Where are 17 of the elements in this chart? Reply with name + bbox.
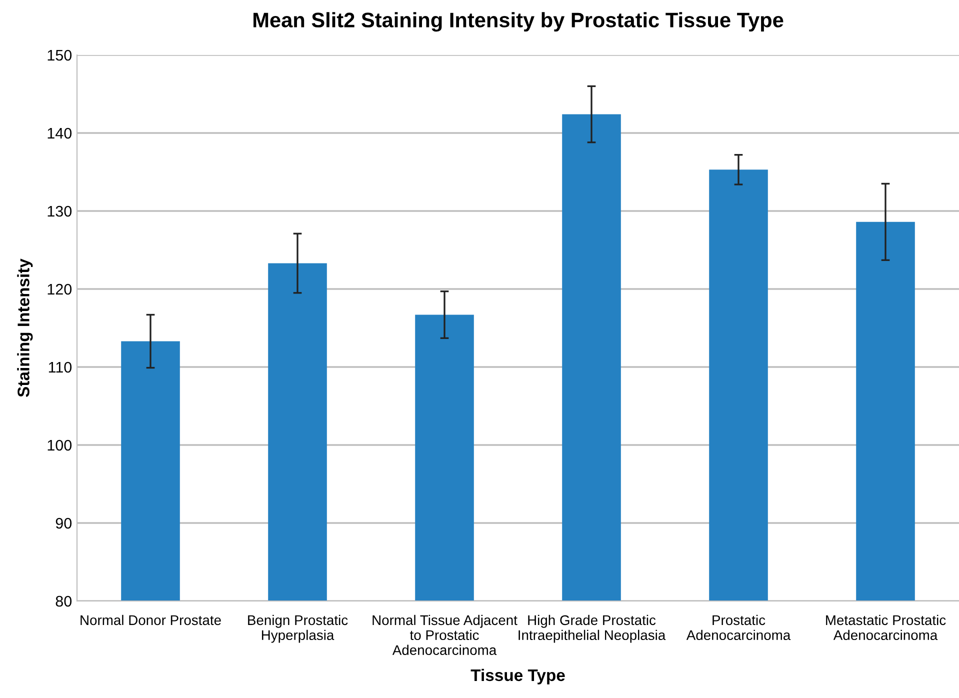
y-tick-label: 150 [48,50,72,61]
y-tick-label: 100 [48,440,72,451]
chart-title: Mean Slit2 Staining Intensity by Prostatic Tissue Type [254,12,784,32]
x-tick-label: Prostatic Adenocarcinoma [686,614,791,640]
y-tick-label: 110 [48,362,72,373]
x-tick-label: High Grade Prostatic Intraepithelial Neoplasia [518,614,666,643]
x-tick-label: Normal Donor Prostate [80,614,221,626]
y-tick-label: 140 [48,128,72,139]
x-axis-title: Tissue Type [470,668,565,684]
y-axis-title: Staining Intensity [17,258,33,397]
y-tick-label: 120 [48,284,72,295]
x-tick-label: Benign Prostatic Hyperplasia [248,614,348,643]
y-tick-label: 90 [56,518,72,529]
y-tick-label: 130 [48,206,72,217]
x-tick-label: Metastatic Prostatic Adenocarcinoma [826,614,946,640]
x-tick-label: Normal Tissue Adjacent to Prostatic Adenocarcinoma [372,614,518,656]
y-tick-label: 80 [56,596,72,607]
